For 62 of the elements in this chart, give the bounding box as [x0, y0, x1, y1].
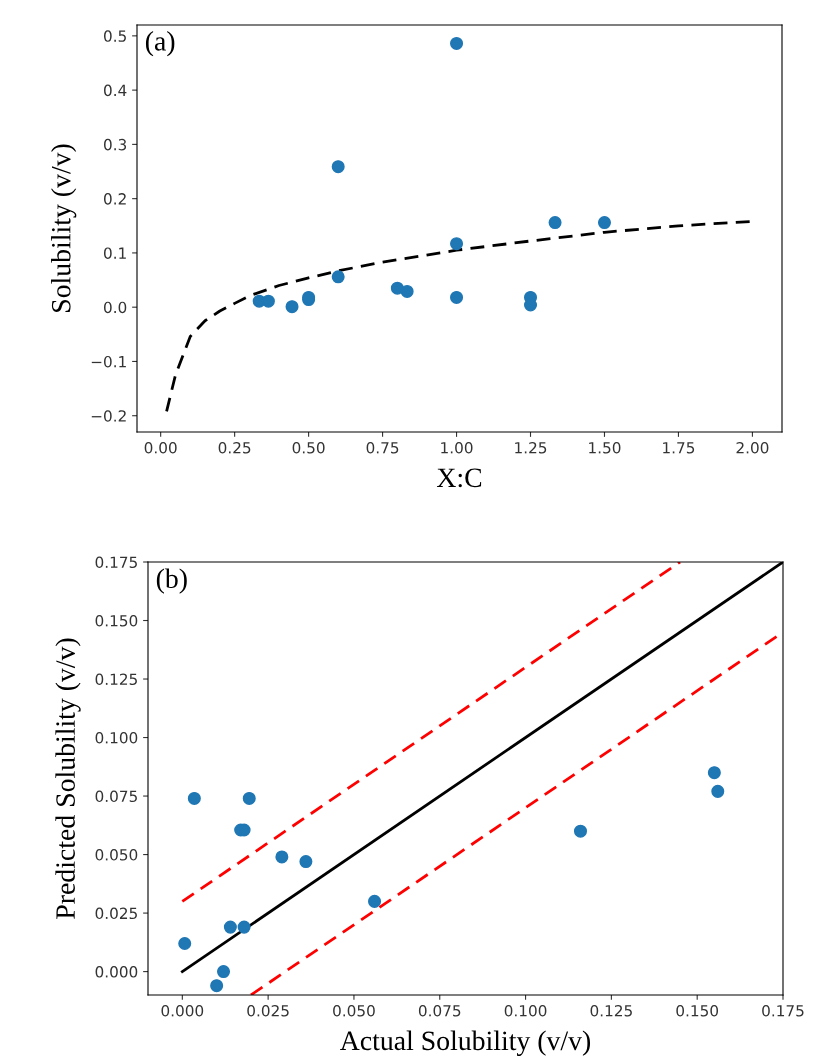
- point: [450, 237, 464, 251]
- x-tick-label: 0.50: [292, 441, 325, 454]
- point: [217, 965, 231, 979]
- y-tick-label: 0.4: [103, 84, 127, 97]
- x-tick-label: 2.00: [736, 441, 769, 454]
- y-tick-label: 0.3: [103, 138, 127, 151]
- point: [210, 979, 224, 993]
- point: [331, 270, 345, 284]
- y-tick-label: 0.000: [95, 966, 138, 978]
- point: [548, 216, 562, 230]
- x-tick-label: 0.125: [590, 1004, 632, 1017]
- y-tick-label: −0.2: [91, 410, 126, 422]
- y-axis-title: Predicted Solubility (v/v): [55, 638, 81, 919]
- point: [573, 824, 587, 838]
- x-tick-label: 0.25: [218, 441, 251, 454]
- y-axis-title: Solubility (v/v): [51, 144, 77, 312]
- point: [261, 294, 275, 308]
- point: [450, 36, 464, 50]
- point: [597, 216, 611, 230]
- annotation: (b): [156, 568, 187, 594]
- x-axis-title: Actual Solubility (v/v): [340, 1030, 591, 1056]
- point: [275, 850, 289, 864]
- x-tick-label: 0.100: [504, 1004, 547, 1017]
- x-tick-label: 0.050: [333, 1004, 375, 1017]
- x-tick-label: 0.150: [676, 1004, 719, 1017]
- y-tick-label: 0.2: [103, 193, 126, 205]
- x-tick-label: 1.25: [515, 441, 547, 454]
- point: [285, 300, 299, 314]
- point: [237, 920, 251, 934]
- point: [187, 791, 201, 805]
- annotation: (a): [145, 31, 175, 57]
- y-tick-label: 0.125: [95, 673, 137, 686]
- y-tick-label: −0.1: [91, 355, 126, 368]
- point: [178, 937, 192, 951]
- x-tick-label: 0.075: [418, 1004, 461, 1017]
- x-tick-label: 1.50: [589, 441, 621, 454]
- point: [299, 855, 313, 869]
- x-axis-title: X:C: [436, 468, 482, 488]
- point: [450, 290, 464, 304]
- y-tick-label: 0.0: [103, 301, 127, 314]
- x-tick-label: 0.000: [161, 1004, 204, 1017]
- point: [223, 920, 237, 934]
- x-tick-label: 1.00: [441, 441, 473, 454]
- point: [400, 284, 414, 298]
- x-tick-label: 0.75: [366, 441, 399, 454]
- x-tick-label: 0.025: [247, 1004, 289, 1017]
- y-tick-label: 0.100: [95, 732, 138, 744]
- y-tick-label: 0.050: [95, 849, 138, 861]
- x-tick-label: 0.00: [144, 441, 177, 454]
- point: [711, 784, 725, 798]
- point: [368, 894, 382, 908]
- point: [242, 791, 256, 805]
- x-tick-label: 1.75: [663, 442, 695, 454]
- y-tick-label: 0.150: [95, 614, 138, 627]
- y-tick-label: 0.025: [95, 907, 137, 920]
- y-tick-label: 0.1: [103, 247, 126, 259]
- y-tick-label: 0.075: [95, 790, 137, 803]
- y-tick-label: 0.5: [103, 30, 126, 42]
- y-tick-label: 0.175: [95, 556, 137, 569]
- point: [707, 766, 721, 780]
- x-tick-label: 0.175: [762, 1004, 804, 1017]
- point: [331, 160, 345, 174]
